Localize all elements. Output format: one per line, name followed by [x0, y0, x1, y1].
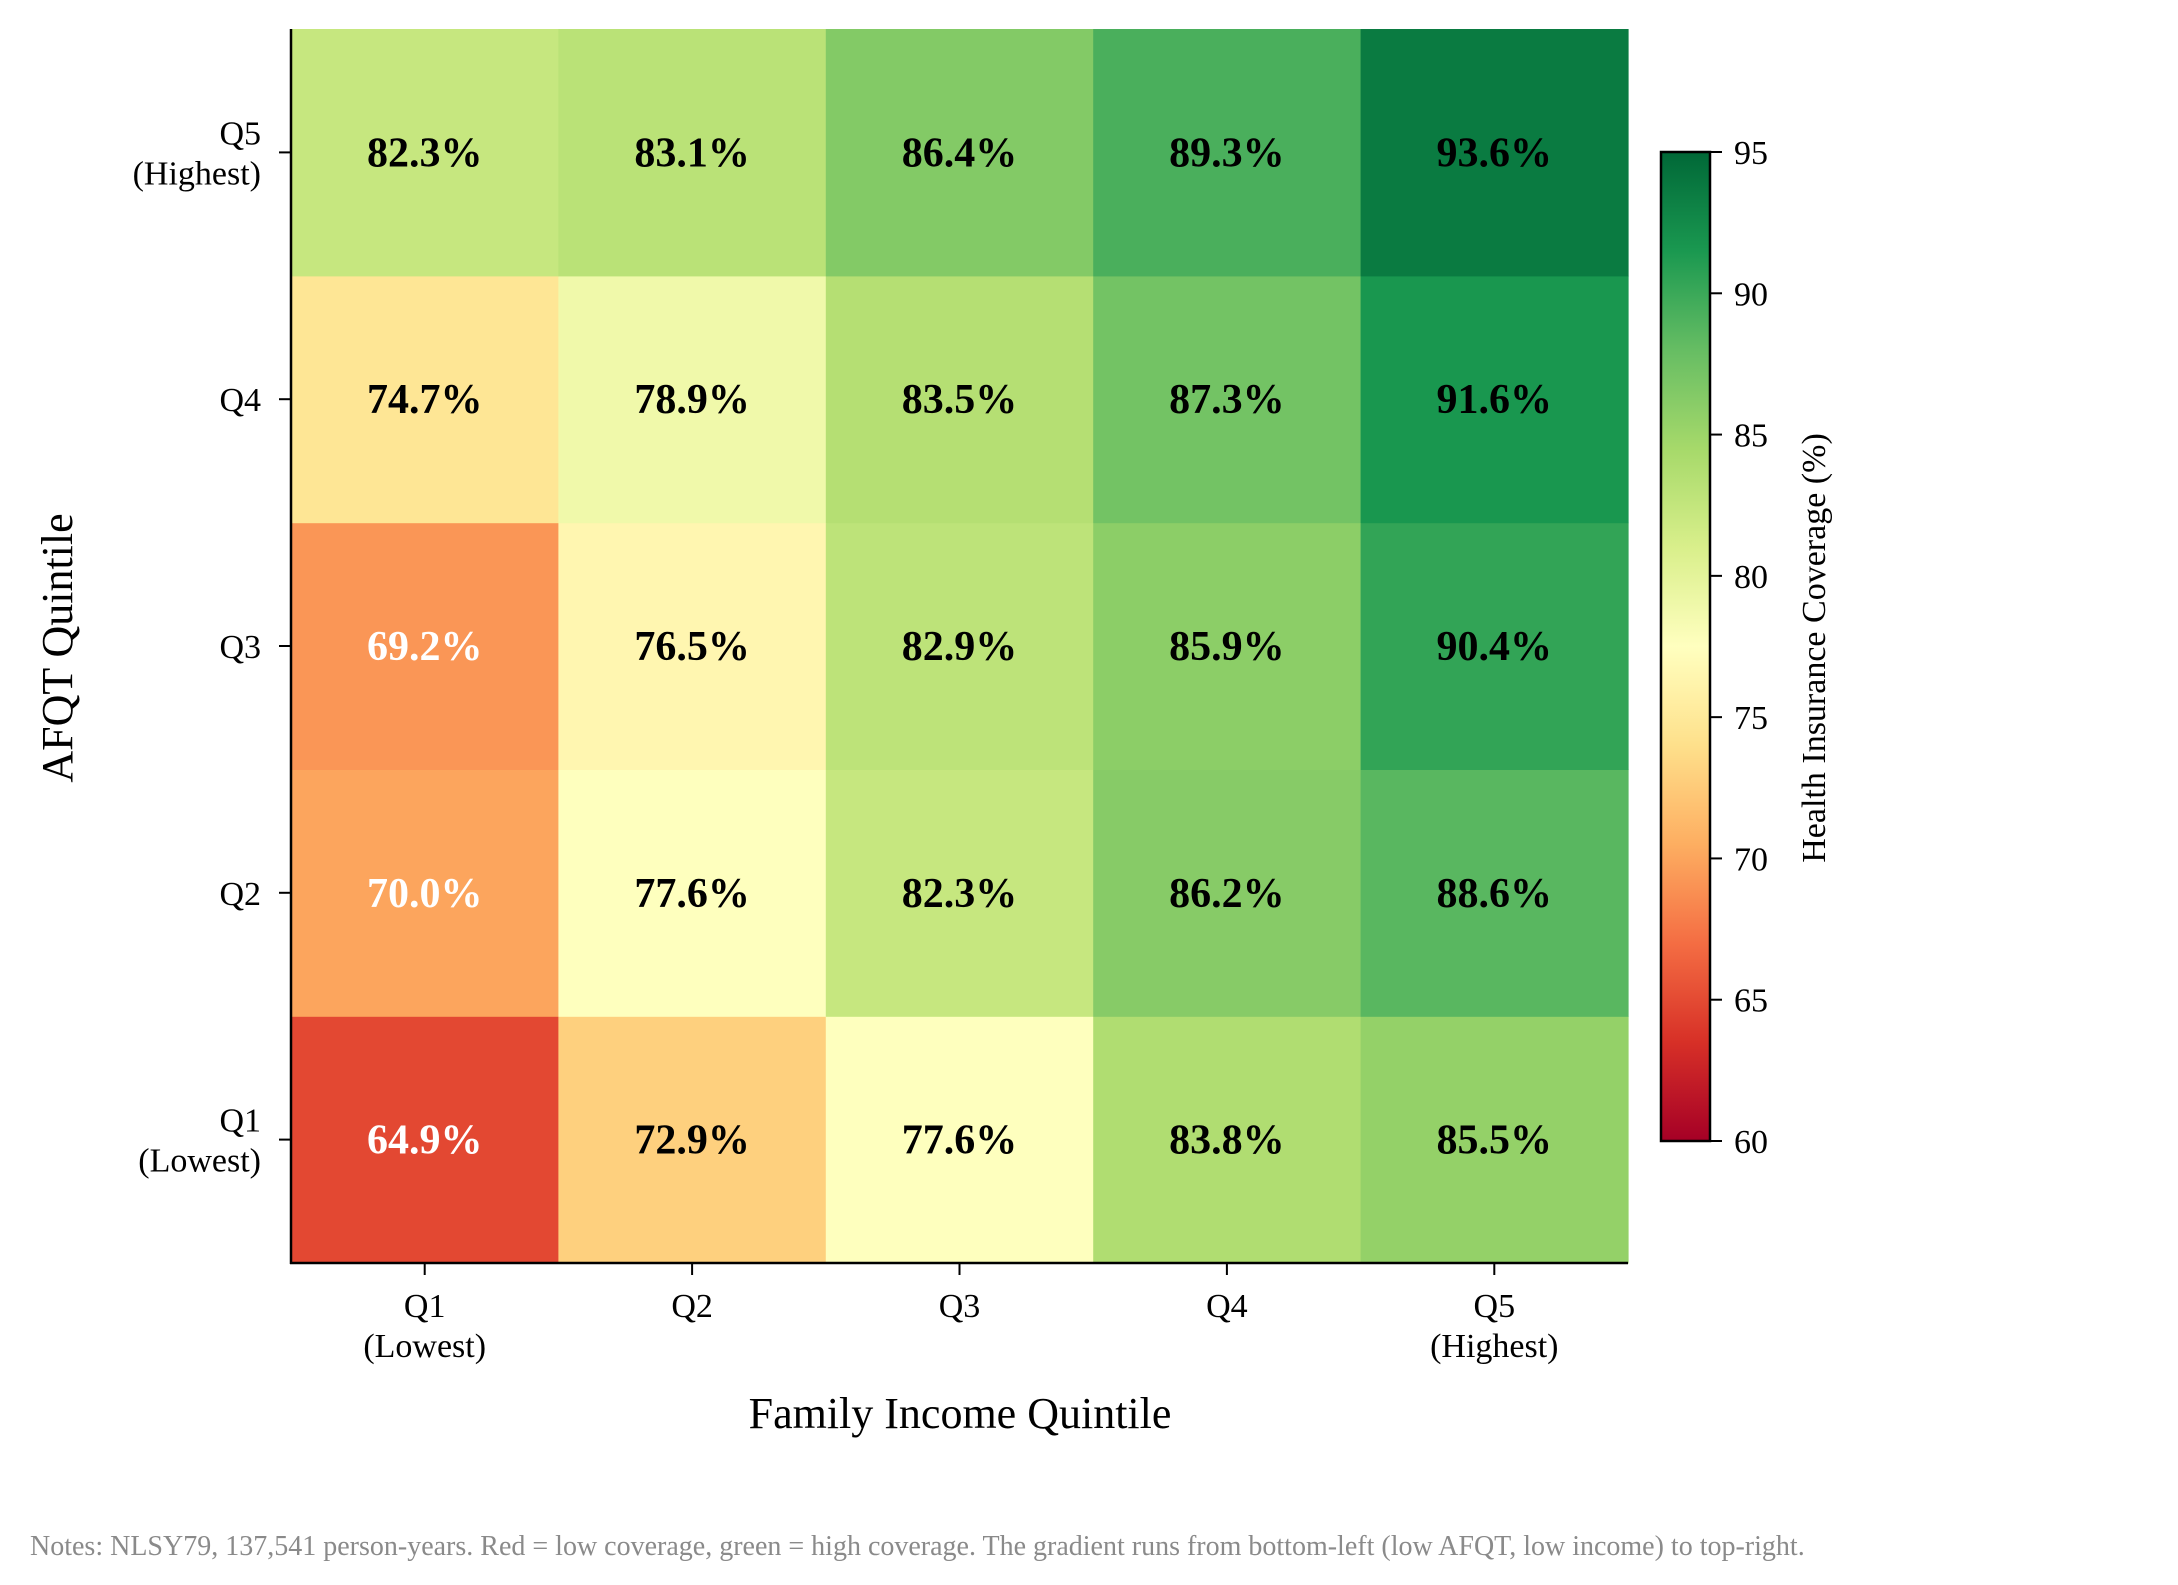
heatmap-cell: [1093, 522, 1362, 770]
cell-value-label: 85.5%: [1437, 1118, 1553, 1164]
cell-value-label: 74.7%: [367, 377, 483, 423]
heatmap-cell: [558, 275, 827, 524]
cell-value-label: 86.4%: [902, 130, 1018, 176]
heatmap-cell: [825, 1016, 1094, 1264]
x-axis-ticks: Q1 (Lowest) Q2 Q3 Q4 Q5 (Highest): [363, 1263, 1559, 1365]
heatmap-cells: 64.9% 72.9% 77.6% 83.8% 85.5% 70.0% 77.6% 82.3%…: [291, 29, 1629, 1264]
heatmap-cell: [1360, 522, 1629, 770]
x-tick-label: Q3: [939, 1288, 981, 1325]
cell-value-label: 83.5%: [902, 377, 1018, 423]
y-tick-label: Q3: [219, 629, 261, 666]
y-tick-label: Q2: [219, 876, 261, 913]
cell-value-label: 69.2%: [367, 624, 483, 670]
heatmap-cell: [558, 1016, 827, 1264]
heatmap-cell: [558, 522, 827, 770]
cell-value-label: 70.0%: [367, 871, 483, 917]
cell-value-label: 77.6%: [634, 871, 750, 917]
x-tick-label: Q2: [671, 1288, 713, 1325]
cell-value-label: 82.3%: [367, 130, 483, 176]
heatmap-cell: [291, 275, 559, 524]
heatmap-cell: [1360, 769, 1629, 1017]
heatmap-cell: [291, 522, 559, 770]
cell-value-label: 83.1%: [634, 130, 750, 176]
cell-value-label: 91.6%: [1437, 377, 1553, 423]
heatmap-cell: [825, 275, 1094, 524]
cell-value-label: 88.6%: [1437, 871, 1553, 917]
x-axis-title: Family Income Quintile: [749, 1389, 1172, 1438]
cell-value-label: 90.4%: [1437, 624, 1553, 670]
heatmap-cell: [1360, 275, 1629, 524]
colorbar-tick-label: 85: [1734, 418, 1768, 455]
colorbar-tick-label: 90: [1734, 276, 1768, 313]
y-axis-title: AFQT Quintile: [33, 513, 82, 782]
heatmap-cell: [1093, 1016, 1362, 1264]
colorbar-title: Health Insurance Coverage (%): [1796, 433, 1833, 863]
colorbar-tick-label: 95: [1734, 135, 1768, 172]
chart-notes: Notes: NLSY79, 137,541 person-years. Red…: [30, 1531, 1805, 1562]
heatmap-cell: [558, 29, 827, 277]
heatmap-cell: [1360, 29, 1629, 277]
colorbar-tick-label: 70: [1734, 841, 1768, 878]
cell-value-label: 83.8%: [1169, 1118, 1285, 1164]
heatmap-cell: [1093, 29, 1362, 277]
cell-value-label: 72.9%: [634, 1118, 750, 1164]
heatmap-cell: [1093, 275, 1362, 524]
x-tick-label: Q1 (Lowest): [363, 1288, 486, 1365]
cell-value-label: 82.3%: [902, 871, 1018, 917]
heatmap-cell: [825, 769, 1094, 1017]
cell-value-label: 87.3%: [1169, 377, 1285, 423]
x-tick-label: Q5 (Highest): [1430, 1288, 1558, 1365]
cell-value-label: 86.2%: [1169, 871, 1285, 917]
y-tick-label: Q4: [219, 382, 261, 419]
cell-value-label: 85.9%: [1169, 624, 1285, 670]
colorbar-tick-label: 75: [1734, 700, 1768, 737]
colorbar: 60 65 70 75 80 85 90 95: [1659, 135, 1768, 1161]
x-tick-label: Q4: [1206, 1288, 1248, 1325]
colorbar-tick-label: 65: [1734, 983, 1768, 1020]
heatmap-cell: [1093, 769, 1362, 1017]
heatmap-cell: [825, 522, 1094, 770]
cell-value-label: 93.6%: [1437, 130, 1553, 176]
cell-value-label: 82.9%: [902, 624, 1018, 670]
cell-value-label: 77.6%: [902, 1118, 1018, 1164]
cell-value-label: 78.9%: [634, 377, 750, 423]
colorbar-tick-label: 60: [1734, 1124, 1768, 1161]
cell-value-label: 89.3%: [1169, 130, 1285, 176]
heatmap-cell: [1360, 1016, 1629, 1264]
heatmap-cell: [291, 29, 559, 277]
heatmap-cell: [558, 769, 827, 1017]
cell-value-label: 64.9%: [367, 1118, 483, 1164]
colorbar-tick-label: 80: [1734, 559, 1768, 596]
heatmap-cell: [825, 29, 1094, 277]
y-tick-label: Q1 (Lowest): [138, 1103, 261, 1180]
heatmap-cell: [291, 1016, 559, 1264]
heatmap-cell: [291, 769, 559, 1017]
colorbar-gradient: [1659, 150, 1712, 1143]
cell-value-label: 76.5%: [634, 624, 750, 670]
y-tick-label: Q5 (Highest): [133, 115, 261, 192]
y-axis-ticks: Q1 (Lowest) Q2 Q3 Q4 Q5 (Highest): [133, 115, 291, 1180]
